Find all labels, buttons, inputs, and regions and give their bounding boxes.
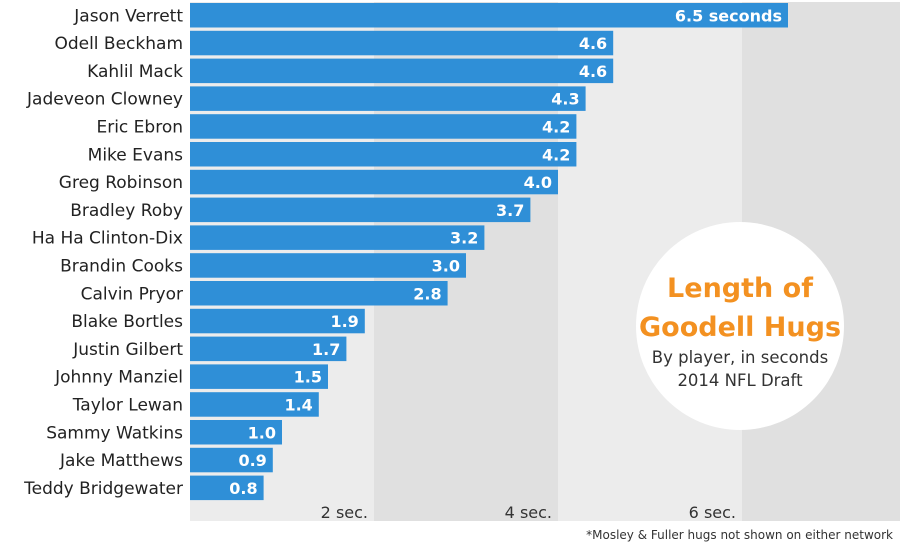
chart-subtitle-line-1: By player, in seconds <box>652 348 828 367</box>
chart-title-line-1: Length of <box>667 273 813 304</box>
data-label: 4.2 <box>542 117 570 136</box>
bar <box>190 447 273 473</box>
bar <box>190 281 448 306</box>
bar <box>190 169 558 195</box>
category-label: Johnny Manziel <box>54 368 183 388</box>
data-label: 1.5 <box>294 368 322 387</box>
bar <box>190 30 614 56</box>
data-label: 4.0 <box>524 173 552 192</box>
bar <box>190 308 365 334</box>
category-label: Blake Bortles <box>71 312 183 332</box>
bar <box>190 364 328 389</box>
category-label: Taylor Lewan <box>72 395 183 415</box>
category-label: Greg Robinson <box>59 173 183 193</box>
footnote: *Mosley & Fuller hugs not shown on eithe… <box>586 528 893 542</box>
bars <box>190 3 788 501</box>
data-label: 1.7 <box>312 340 340 359</box>
bar <box>190 58 614 84</box>
category-label: Justin Gilbert <box>72 340 183 360</box>
tick-label: 6 sec. <box>689 503 736 522</box>
bar <box>190 86 586 111</box>
data-label: 3.2 <box>450 229 478 248</box>
data-label: 6.5 seconds <box>675 6 782 25</box>
bar <box>190 197 531 223</box>
data-label: 1.4 <box>284 395 312 414</box>
category-label: Bradley Roby <box>70 201 183 221</box>
bar <box>190 336 347 362</box>
bar <box>190 114 577 139</box>
data-label: 4.6 <box>579 34 607 53</box>
category-label: Jason Verrett <box>73 6 183 26</box>
category-label: Teddy Bridgewater <box>23 479 183 499</box>
bar <box>190 475 264 501</box>
bar <box>190 3 788 28</box>
tick-label: 4 sec. <box>505 503 552 522</box>
data-label: 0.8 <box>229 479 257 498</box>
title-circle <box>636 222 844 430</box>
data-label: 1.9 <box>330 312 358 331</box>
data-label: 0.9 <box>238 451 266 470</box>
category-label: Ha Ha Clinton-Dix <box>32 229 183 249</box>
category-label: Jake Matthews <box>59 451 183 471</box>
category-labels: Jason Verrett Odell Beckham Kahlil Mack Jad… <box>23 6 183 499</box>
chart-title-line-2: Goodell Hugs <box>639 312 841 343</box>
category-label: Mike Evans <box>88 145 183 165</box>
category-label: Kahlil Mack <box>87 62 183 82</box>
category-label: Odell Beckham <box>54 34 183 54</box>
category-label: Sammy Watkins <box>46 423 183 443</box>
data-label: 3.7 <box>496 201 524 220</box>
data-label: 4.2 <box>542 145 570 164</box>
category-label: Eric Ebron <box>96 117 183 137</box>
bar <box>190 253 466 278</box>
data-label: 3.0 <box>432 256 460 275</box>
chart-subtitle-line-2: 2014 NFL Draft <box>677 371 803 390</box>
bar <box>190 420 282 445</box>
data-labels: 6.5 seconds4.64.64.34.24.24.03.73.23.02.… <box>229 6 782 498</box>
data-label: 4.6 <box>579 62 607 81</box>
data-label: 4.3 <box>551 90 579 109</box>
data-label: 2.8 <box>413 284 441 303</box>
bar <box>190 225 485 250</box>
x-axis-ticks: 2 sec. 4 sec. 6 sec. <box>321 503 736 522</box>
bar <box>190 142 577 167</box>
tick-label: 2 sec. <box>321 503 368 522</box>
category-label: Calvin Pryor <box>81 284 183 304</box>
category-label: Brandin Cooks <box>60 256 183 276</box>
title-badge: Length of Goodell Hugs By player, in sec… <box>636 222 844 430</box>
category-label: Jadeveon Clowney <box>26 90 183 110</box>
bar <box>190 392 319 417</box>
data-label: 1.0 <box>248 423 276 442</box>
